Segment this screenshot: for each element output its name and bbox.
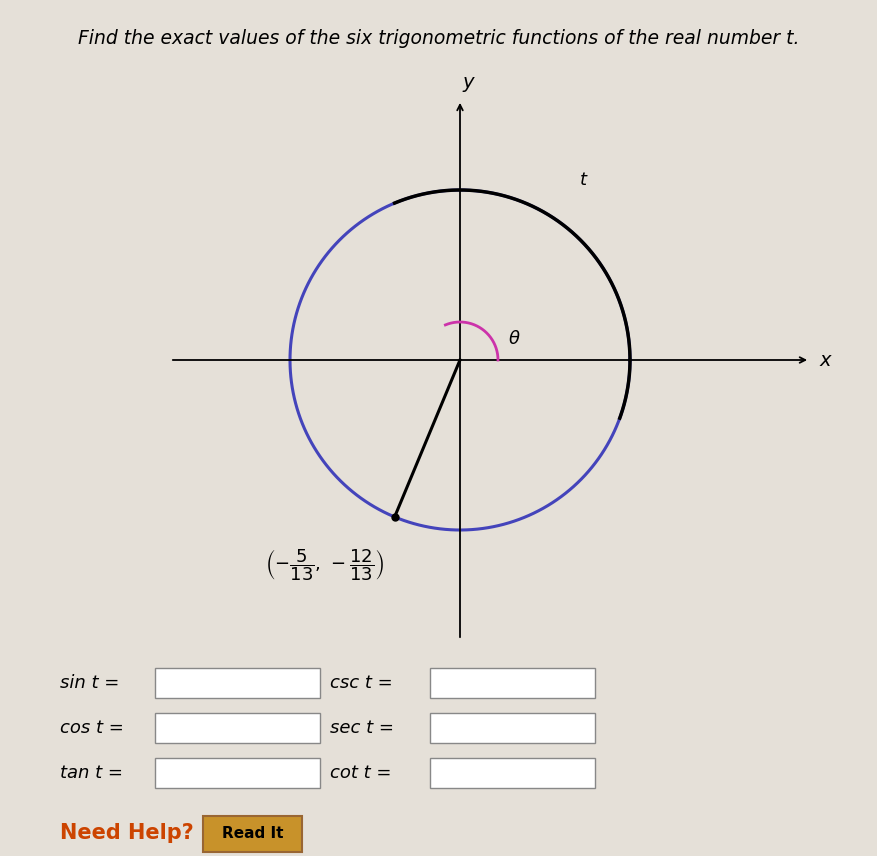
Text: y: y (461, 73, 474, 92)
FancyBboxPatch shape (155, 668, 319, 698)
Text: x: x (819, 350, 831, 370)
Text: cot t =: cot t = (330, 764, 391, 782)
Text: $\left(-\dfrac{5}{13},\,-\dfrac{12}{13}\right)$: $\left(-\dfrac{5}{13},\,-\dfrac{12}{13}\… (265, 547, 384, 583)
Text: t: t (580, 171, 587, 189)
Text: csc t =: csc t = (330, 674, 392, 692)
Text: Read It: Read It (222, 827, 283, 841)
FancyBboxPatch shape (430, 668, 595, 698)
FancyBboxPatch shape (203, 816, 302, 852)
Text: Find the exact values of the six trigonometric functions of the real number t.: Find the exact values of the six trigono… (78, 28, 799, 47)
Text: sin t =: sin t = (60, 674, 119, 692)
Text: sec t =: sec t = (330, 719, 394, 737)
FancyBboxPatch shape (430, 758, 595, 788)
Text: tan t =: tan t = (60, 764, 123, 782)
FancyBboxPatch shape (155, 713, 319, 743)
FancyBboxPatch shape (155, 758, 319, 788)
Text: cos t =: cos t = (60, 719, 124, 737)
Text: $\theta$: $\theta$ (508, 330, 520, 348)
Text: Need Help?: Need Help? (60, 823, 194, 843)
FancyBboxPatch shape (430, 713, 595, 743)
